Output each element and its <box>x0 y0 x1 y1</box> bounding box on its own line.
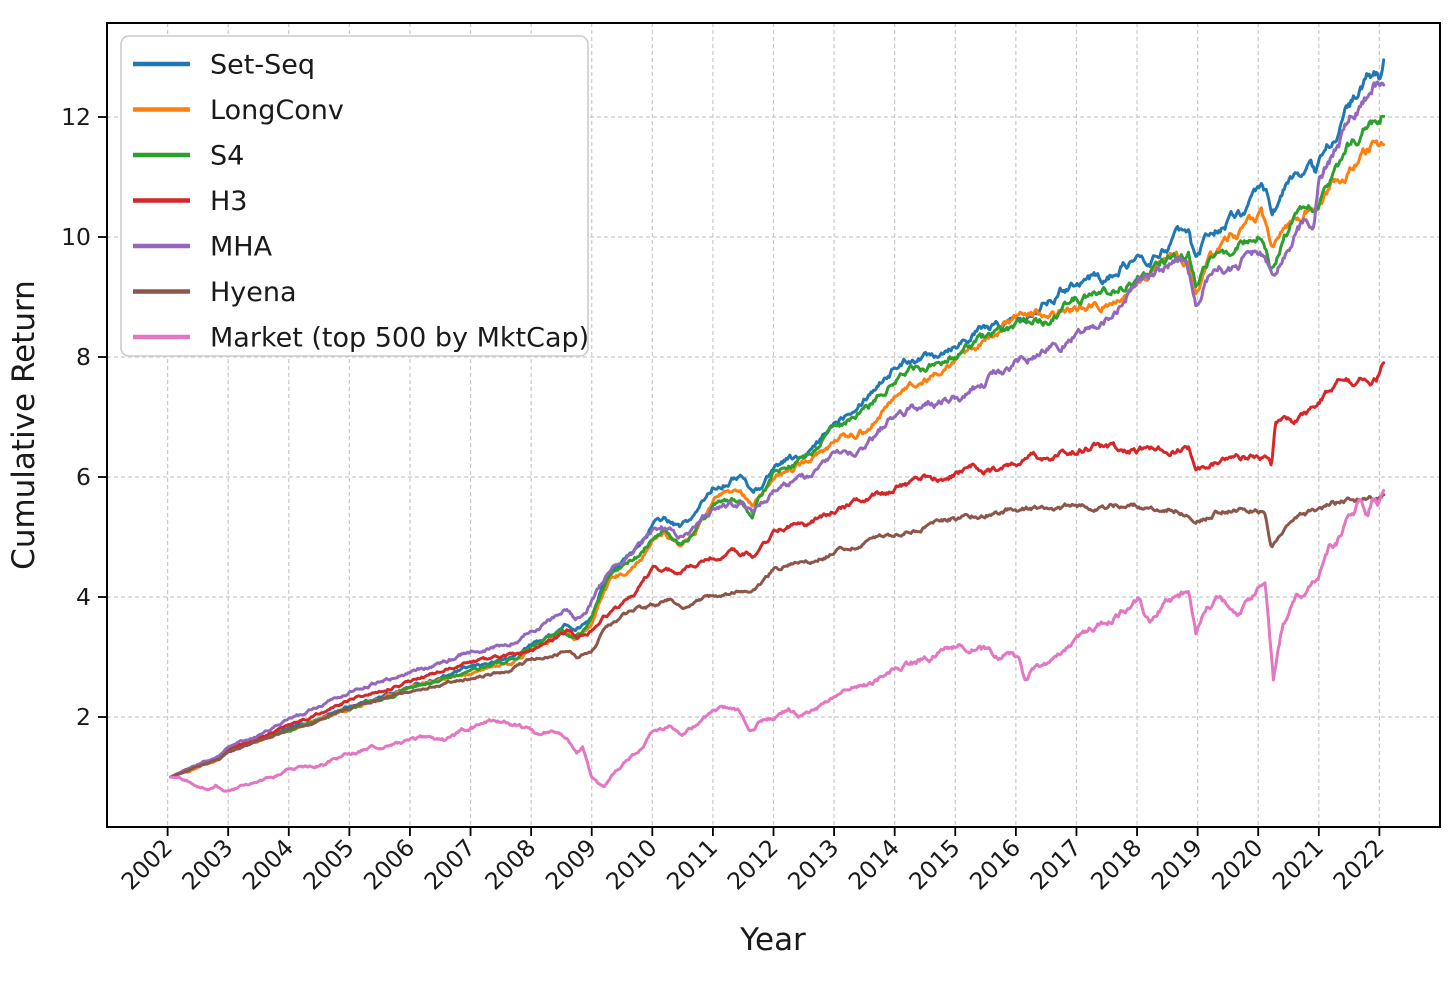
legend-item-hyena: Hyena <box>133 277 297 308</box>
x-tick-label: 2002 <box>116 833 178 895</box>
y-tick-label: 10 <box>61 223 91 251</box>
x-tick-label: 2014 <box>843 833 905 895</box>
legend-label-set-seq: Set-Seq <box>210 50 315 81</box>
x-tick-label: 2003 <box>176 833 238 895</box>
legend-label-hyena: Hyena <box>210 277 297 308</box>
legend-item-s4: S4 <box>133 141 244 172</box>
legend-label-market: Market (top 500 by MktCap) <box>210 323 589 354</box>
y-tick-label: 12 <box>61 103 91 131</box>
y-tick-label: 6 <box>76 463 91 491</box>
x-tick-label: 2021 <box>1267 833 1329 895</box>
x-tick-label: 2004 <box>237 833 299 895</box>
legend: Set-Seq LongConv S4 H3 MHA Hyena Market … <box>120 35 589 357</box>
x-tick-label: 2015 <box>903 833 965 895</box>
y-axis-label: Cumulative Return <box>6 280 42 570</box>
legend-label-mha: MHA <box>210 232 273 263</box>
legend-label-s4: S4 <box>210 141 244 172</box>
x-tick-label: 2012 <box>722 833 784 895</box>
series-line-h3 <box>169 361 1386 779</box>
y-tick-label: 8 <box>76 343 91 371</box>
x-tick-label: 2009 <box>540 833 602 895</box>
legend-item-market: Market (top 500 by MktCap) <box>133 323 589 354</box>
x-axis-label: Year <box>739 922 806 958</box>
series-line-hyena <box>169 493 1386 779</box>
series-line-market-top-500-by-mktcap <box>169 489 1386 793</box>
x-tick-label: 2010 <box>600 833 662 895</box>
x-tick-label: 2017 <box>1025 833 1087 895</box>
x-tick-label: 2005 <box>298 833 360 895</box>
y-tick-label: 2 <box>76 703 91 731</box>
x-tick-label: 2008 <box>479 833 541 895</box>
x-tick-label: 2022 <box>1328 833 1390 895</box>
legend-label-longconv: LongConv <box>210 95 344 126</box>
x-tick-label: 2006 <box>358 833 420 895</box>
legend-box <box>120 35 589 357</box>
legend-item-longconv: LongConv <box>133 95 344 126</box>
x-tick-label: 2019 <box>1146 833 1208 895</box>
x-tick-label: 2016 <box>964 833 1026 895</box>
x-tick-label: 2011 <box>661 833 723 895</box>
x-tick-label: 2007 <box>419 833 481 895</box>
legend-item-h3: H3 <box>133 186 247 217</box>
data-series-lines <box>169 58 1386 793</box>
x-tick-label: 2018 <box>1085 833 1147 895</box>
legend-label-h3: H3 <box>210 186 247 217</box>
x-tick-label: 2020 <box>1206 833 1268 895</box>
legend-item-mha: MHA <box>133 232 273 263</box>
legend-item-set-seq: Set-Seq <box>133 50 315 81</box>
y-tick-label: 4 <box>76 583 91 611</box>
x-tick-label: 2013 <box>782 833 844 895</box>
series-line-mha <box>169 80 1386 779</box>
